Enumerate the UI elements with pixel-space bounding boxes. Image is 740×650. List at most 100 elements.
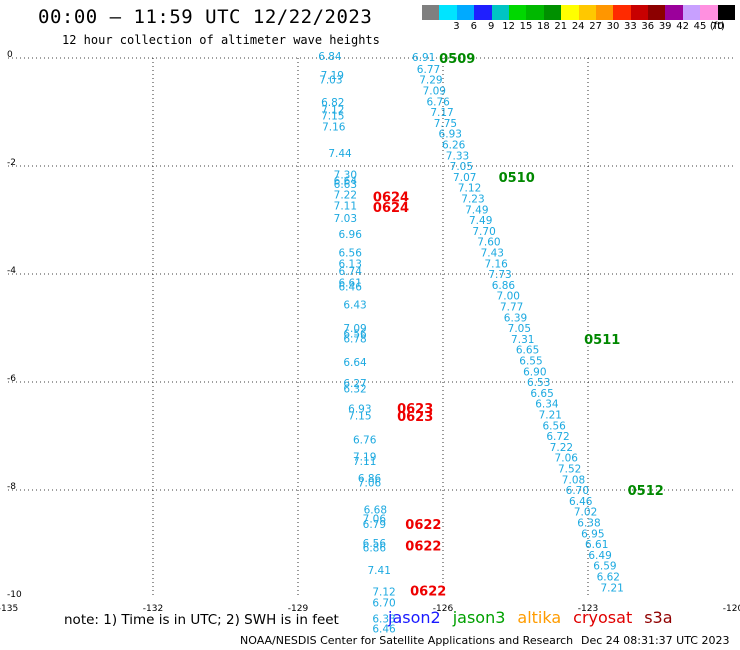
wave-height-value: 6.86: [492, 280, 516, 292]
wave-height-value: 6.26: [442, 139, 466, 151]
latitude-tick-label: -2: [7, 158, 16, 168]
wave-height-value: 7.05: [508, 323, 531, 335]
wave-height-value: 6.56: [542, 420, 566, 432]
wave-height-value: 7.33: [446, 150, 469, 162]
wave-height-value: 6.63: [334, 179, 357, 191]
legend-cryosat: cryosat: [573, 608, 633, 627]
wave-height-value: 6.27: [343, 378, 366, 390]
latitude-tick-label: -10: [7, 590, 22, 600]
wave-height-value: 7.73: [488, 269, 511, 281]
wave-height-value: 7.08: [562, 474, 585, 486]
colorbar-swatch: [439, 5, 457, 20]
latitude-tick-label: 0: [7, 50, 13, 60]
wave-height-value: 6.53: [527, 377, 550, 389]
map-subtitle: 12 hour collection of altimeter wave hei…: [62, 33, 380, 47]
pass-time-label: 0510: [499, 171, 535, 186]
wave-height-value: 6.39: [504, 312, 527, 324]
latitude-tick-label: -8: [7, 482, 16, 492]
colorbar-swatch: [543, 5, 562, 20]
colorbar-tick-label: 36: [641, 21, 655, 32]
wave-height-value: 7.07: [453, 172, 476, 184]
wave-height-value: 7.43: [481, 247, 504, 259]
wave-height-value: 6.46: [372, 623, 396, 635]
colorbar: [422, 5, 736, 20]
wave-height-value: 6.72: [546, 431, 569, 443]
colorbar-swatch: [665, 5, 683, 20]
wave-height-value: 7.77: [500, 301, 523, 313]
wave-height-value: 7.06: [358, 478, 382, 490]
longitude-tick-label: -135: [0, 604, 18, 614]
colorbar-tick-label: 12: [502, 21, 515, 32]
wave-height-value: 7.75: [434, 118, 457, 130]
pass-time-label: 0623: [397, 410, 433, 425]
latitude-tick-label: -6: [7, 374, 16, 384]
colorbar-tick-label: 24: [571, 21, 585, 32]
longitude-tick-label: -129: [288, 604, 309, 614]
colorbar-tick-label: 30: [606, 21, 620, 32]
wave-height-value: 7.06: [363, 514, 387, 526]
colorbar-tick-label: 45: [693, 21, 707, 32]
colorbar-swatch: [717, 5, 736, 20]
wave-height-value: 7.31: [511, 334, 534, 346]
wave-height-value: 7.41: [368, 565, 391, 577]
wave-height-value: 7.49: [465, 204, 488, 216]
colorbar-swatch: [491, 5, 509, 20]
colorbar-swatch: [613, 5, 631, 20]
colorbar-swatch: [700, 5, 718, 20]
credit-text: NOAA/NESDIS Center for Satellite Applica…: [240, 634, 574, 647]
wave-height-value: 6.91: [412, 52, 435, 64]
legend-altika: altika: [517, 608, 562, 627]
colorbar-tick-label: 9: [488, 21, 495, 32]
colorbar-tick-label: 3: [453, 21, 460, 32]
colorbar-swatch: [422, 5, 440, 20]
wave-height-value: 6.65: [530, 388, 553, 400]
colorbar-swatch: [682, 5, 701, 20]
wave-height-value: 7.11: [353, 456, 376, 468]
wave-height-value: 6.70: [372, 597, 395, 609]
wave-height-value: 7.09: [423, 85, 446, 97]
wave-height-value: 7.29: [419, 75, 442, 87]
wave-height-value: 6.34: [535, 399, 559, 411]
satellite-legend: jason2 jason3 altika cryosat s3a: [388, 608, 685, 627]
wave-height-value: 7.09: [343, 323, 366, 335]
wave-height-value: 7.16: [484, 258, 508, 270]
wave-height-value: 7.12: [321, 104, 344, 116]
colorbar-swatch: [630, 5, 649, 20]
wave-height-value: 6.68: [364, 505, 387, 517]
pass-time-label: 0512: [628, 484, 664, 499]
colorbar-tick-label: 33: [624, 21, 637, 32]
longitude-tick-label: -132: [143, 604, 163, 614]
pass-time-label: 0509: [439, 52, 475, 67]
wave-height-value: 6.70: [566, 485, 589, 497]
wave-height-value: 7.05: [450, 161, 473, 173]
wave-height-value: 7.16: [322, 122, 346, 134]
pass-time-label: 0511: [584, 333, 620, 348]
wave-height-value: 7.21: [600, 582, 623, 594]
colorbar-swatch: [578, 5, 596, 20]
wave-height-value: 6.79: [363, 519, 386, 531]
longitude-tick-label: -126: [433, 604, 454, 614]
colorbar-tick-label: 6: [470, 21, 477, 32]
wave-height-value: 6.90: [523, 366, 546, 378]
wave-height-value: 6.46: [569, 496, 593, 508]
colorbar-swatch: [474, 5, 492, 20]
colorbar-tick-label: 39: [658, 21, 672, 32]
pass-time-label: 0624: [373, 201, 409, 216]
wave-height-value: 6.64: [343, 357, 367, 369]
colorbar-tick-label: 21: [554, 21, 568, 32]
colorbar-swatch: [526, 5, 544, 20]
wave-height-value: 6.65: [516, 345, 539, 357]
timestamp-text: Dec 24 08:31:37 UTC 2023: [581, 634, 730, 647]
legend-jason3: jason3: [452, 608, 506, 627]
colorbar-unit-label: (ft): [709, 21, 725, 32]
wave-height-value: 6.61: [585, 539, 608, 551]
wave-height-value: 6.86: [363, 542, 387, 554]
wave-height-value: 6.74: [339, 266, 363, 278]
wave-height-value: 7.70: [472, 226, 495, 238]
wave-height-value: 7.30: [334, 170, 357, 182]
wave-height-value: 7.15: [348, 411, 371, 423]
pass-time-label: 0624: [373, 190, 409, 205]
wave-height-value: 7.60: [477, 237, 500, 249]
legend-s3a: s3a: [644, 608, 673, 627]
colorbar-swatch: [456, 5, 475, 20]
